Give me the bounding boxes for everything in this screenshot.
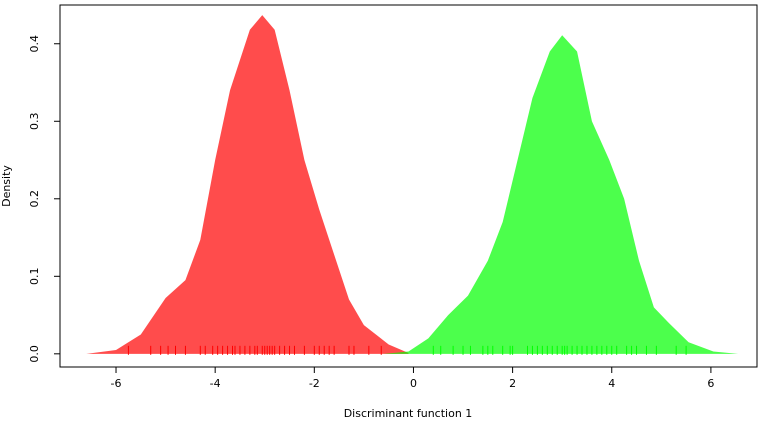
x-tick-label: -4: [210, 377, 221, 390]
x-tick-label: 2: [509, 377, 516, 390]
y-axis-label: Density: [0, 165, 13, 207]
y-tick-label: 0.0: [28, 345, 41, 363]
y-tick-label: 0.1: [28, 268, 41, 286]
x-tick-label: 0: [410, 377, 417, 390]
x-tick-label: -2: [309, 377, 320, 390]
density-area: [383, 35, 739, 354]
y-tick-label: 0.2: [28, 190, 41, 208]
plot-frame: [59, 4, 758, 368]
x-tick-label: -6: [111, 377, 122, 390]
x-tick-label: 6: [707, 377, 714, 390]
y-tick-label: 0.4: [28, 35, 41, 53]
x-tick-label: 4: [608, 377, 615, 390]
x-axis-label: Discriminant function 1: [344, 407, 473, 420]
y-tick-label: 0.3: [28, 113, 41, 131]
density-area: [86, 15, 409, 354]
